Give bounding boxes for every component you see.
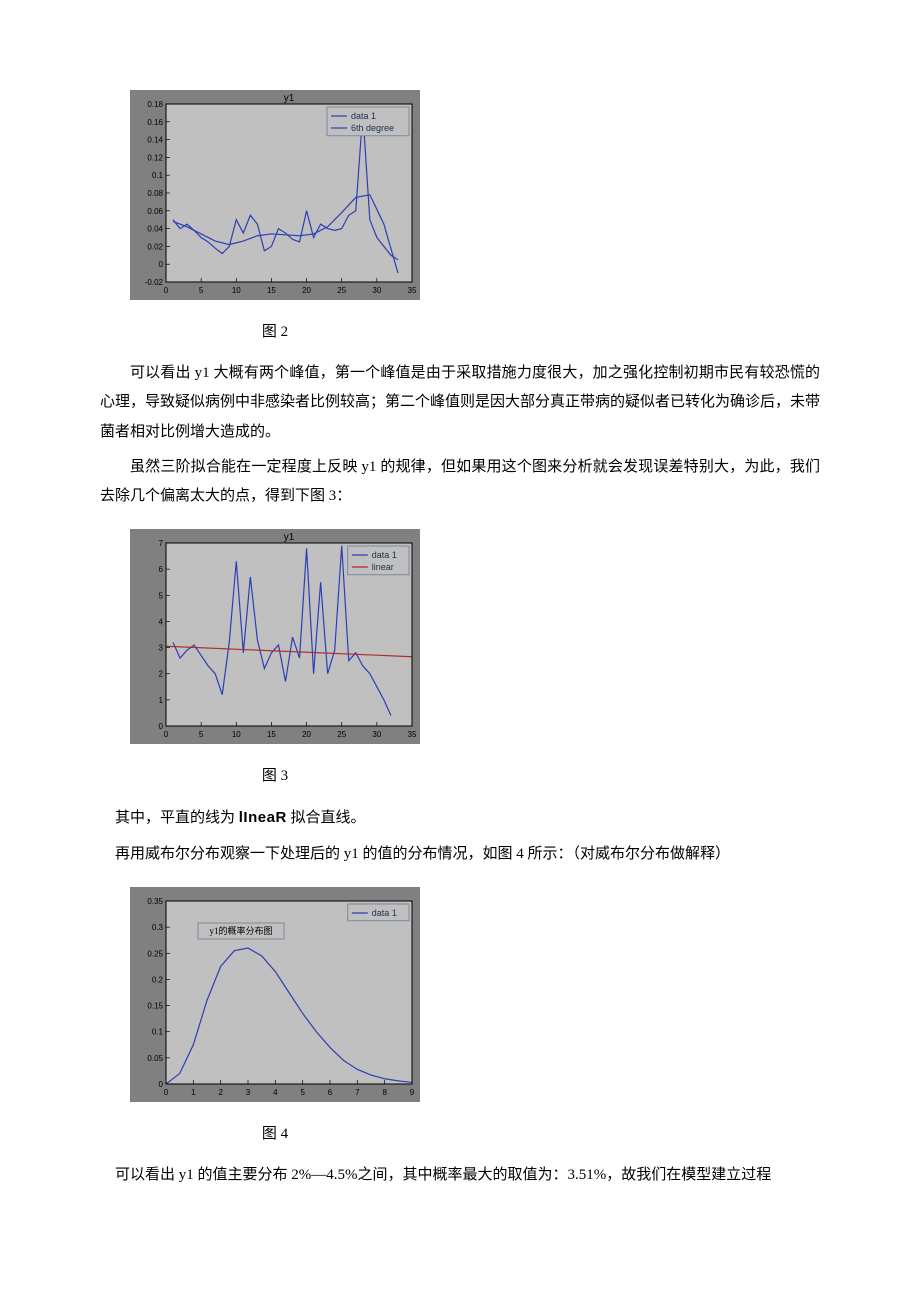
svg-text:-0.02: -0.02 <box>145 278 164 287</box>
svg-text:y1: y1 <box>284 532 295 543</box>
svg-text:1: 1 <box>159 696 164 705</box>
svg-text:6: 6 <box>328 1088 333 1097</box>
svg-text:0: 0 <box>159 260 164 269</box>
svg-text:0.08: 0.08 <box>147 189 163 198</box>
figure-2: 05101520253035-0.0200.020.040.060.080.10… <box>130 90 820 300</box>
svg-text:3: 3 <box>246 1088 251 1097</box>
svg-text:0.35: 0.35 <box>147 897 163 906</box>
svg-text:20: 20 <box>302 730 311 739</box>
svg-text:9: 9 <box>410 1088 415 1097</box>
svg-text:0: 0 <box>159 1080 164 1089</box>
svg-text:5: 5 <box>199 730 204 739</box>
svg-text:0.2: 0.2 <box>152 975 164 984</box>
svg-text:data 1: data 1 <box>351 111 376 121</box>
svg-text:0.05: 0.05 <box>147 1054 163 1063</box>
svg-text:35: 35 <box>408 286 417 295</box>
svg-text:10: 10 <box>232 730 241 739</box>
svg-text:y1: y1 <box>284 93 295 104</box>
svg-text:5: 5 <box>199 286 204 295</box>
svg-text:7: 7 <box>159 539 164 548</box>
svg-text:2: 2 <box>218 1088 223 1097</box>
svg-text:0.1: 0.1 <box>152 1027 164 1036</box>
svg-text:0.25: 0.25 <box>147 949 163 958</box>
svg-text:5: 5 <box>300 1088 305 1097</box>
svg-text:2: 2 <box>159 670 164 679</box>
svg-text:3: 3 <box>159 644 164 653</box>
svg-text:15: 15 <box>267 730 276 739</box>
svg-text:8: 8 <box>382 1088 387 1097</box>
svg-text:10: 10 <box>232 286 241 295</box>
svg-text:0: 0 <box>164 286 169 295</box>
figure-2-caption: 图 2 <box>130 320 420 341</box>
paragraph-2: 虽然三阶拟合能在一定程度上反映 y1 的规律，但如果用这个图来分析就会发现误差特… <box>100 453 820 512</box>
figure-4-caption: 图 4 <box>130 1122 420 1143</box>
paragraph-5: 可以看出 y1 的值主要分布 2%—4.5%之间，其中概率最大的取值为：3.51… <box>100 1161 820 1190</box>
svg-text:1: 1 <box>191 1088 196 1097</box>
paragraph-3-bold: lIneaR <box>239 809 287 826</box>
svg-text:0.16: 0.16 <box>147 118 163 127</box>
svg-text:0.15: 0.15 <box>147 1001 163 1010</box>
chart3-svg: 0 5 10 15 20 25 30 35 0 1 2 3 4 5 6 7 y1 data 1 linear <box>130 529 420 744</box>
svg-text:0.06: 0.06 <box>147 207 163 216</box>
svg-text:0.04: 0.04 <box>147 225 163 234</box>
svg-text:0.3: 0.3 <box>152 923 164 932</box>
svg-text:25: 25 <box>337 730 346 739</box>
svg-text:20: 20 <box>302 286 311 295</box>
svg-text:y1的概率分布图: y1的概率分布图 <box>209 925 272 936</box>
svg-text:7: 7 <box>355 1088 360 1097</box>
paragraph-3-prefix: 其中，平直的线为 <box>115 810 239 826</box>
paragraph-4: 再用威布尔分布观察一下处理后的 y1 的值的分布情况，如图 4 所示：（对威布尔… <box>100 840 820 869</box>
svg-text:0: 0 <box>164 730 169 739</box>
svg-text:6: 6 <box>159 565 164 574</box>
document-page: 05101520253035-0.0200.020.040.060.080.10… <box>0 0 920 1236</box>
svg-text:0.02: 0.02 <box>147 242 163 251</box>
svg-text:data 1: data 1 <box>372 908 397 918</box>
svg-text:0: 0 <box>164 1088 169 1097</box>
svg-text:4: 4 <box>159 618 164 627</box>
chart2-svg: 05101520253035-0.0200.020.040.060.080.10… <box>130 90 420 300</box>
svg-text:data 1: data 1 <box>372 550 397 560</box>
paragraph-1: 可以看出 y1 大概有两个峰值，第一个峰值是由于采取措施力度很大，加之强化控制初… <box>100 359 820 447</box>
svg-text:30: 30 <box>372 286 381 295</box>
figure-3-caption: 图 3 <box>130 764 420 785</box>
paragraph-3-suffix: 拟合直线。 <box>287 810 366 826</box>
figure-4: 0 1 2 3 4 5 6 7 8 9 0 0.05 0.1 0.15 0.2 0.25 0.3 0.35 data… <box>130 887 820 1102</box>
chart4-svg: 0 1 2 3 4 5 6 7 8 9 0 0.05 0.1 0.15 0.2 0.25 0.3 0.35 data… <box>130 887 420 1102</box>
svg-text:0.12: 0.12 <box>147 153 163 162</box>
svg-text:25: 25 <box>337 286 346 295</box>
svg-text:0.1: 0.1 <box>152 171 164 180</box>
svg-text:6th degree: 6th degree <box>351 123 394 133</box>
svg-text:0: 0 <box>159 722 164 731</box>
figure-3: 0 5 10 15 20 25 30 35 0 1 2 3 4 5 6 7 y1 data 1 linear <box>130 529 820 744</box>
svg-text:35: 35 <box>408 730 417 739</box>
svg-text:0.14: 0.14 <box>147 136 163 145</box>
svg-text:15: 15 <box>267 286 276 295</box>
paragraph-3: 其中，平直的线为 lIneaR 拟合直线。 <box>100 803 820 833</box>
svg-text:5: 5 <box>159 592 164 601</box>
svg-text:linear: linear <box>372 562 394 572</box>
svg-text:30: 30 <box>372 730 381 739</box>
svg-text:0.18: 0.18 <box>147 100 163 109</box>
svg-text:4: 4 <box>273 1088 278 1097</box>
